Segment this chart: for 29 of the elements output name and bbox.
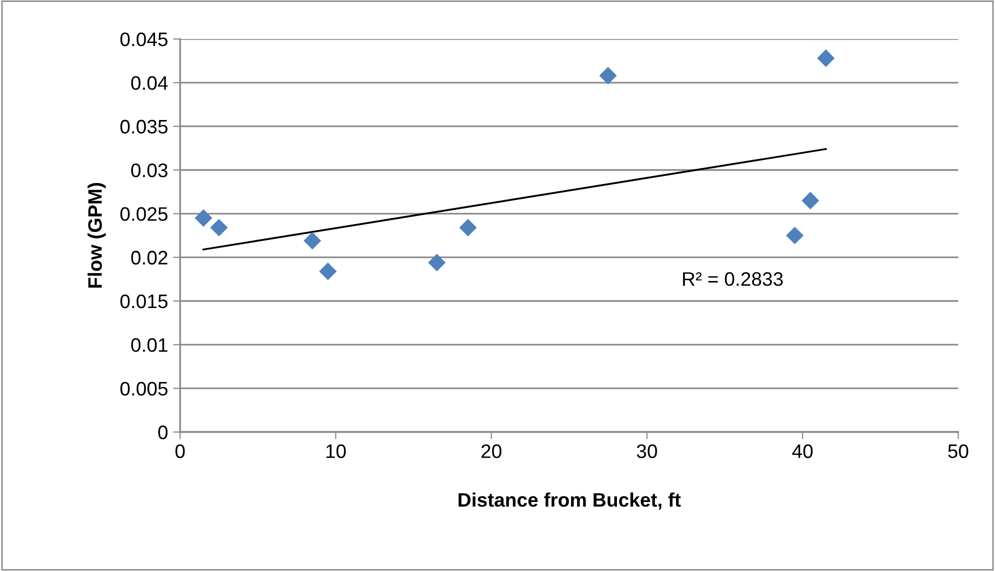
point bbox=[428, 254, 446, 272]
y-axis-title: Flow (GPM) bbox=[88, 183, 106, 288]
x-tick-label: 30 bbox=[636, 444, 658, 458]
y-tick-label: 0.005 bbox=[120, 382, 168, 396]
point bbox=[319, 262, 337, 280]
point bbox=[817, 49, 835, 67]
point bbox=[802, 192, 820, 210]
x-tick-label: 50 bbox=[948, 444, 968, 458]
y-tick-label: 0 bbox=[158, 425, 168, 440]
annotation: R² = 0.2833 bbox=[683, 272, 783, 286]
point bbox=[459, 218, 477, 236]
x-tick-label: 40 bbox=[792, 444, 813, 458]
point bbox=[304, 232, 322, 250]
y-tick-label: 0.04 bbox=[131, 76, 168, 90]
y-tick-label: 0.045 bbox=[120, 32, 168, 46]
y-tick-label: 0.035 bbox=[120, 120, 168, 134]
y-tick-label: 0.01 bbox=[131, 338, 168, 352]
x-tick-label: 0 bbox=[175, 444, 185, 458]
y-tick-label: 0.015 bbox=[120, 294, 168, 308]
y-tick-label: 0.02 bbox=[131, 250, 168, 265]
x-axis-title: Distance from Bucket, ft bbox=[458, 492, 681, 510]
point bbox=[194, 209, 212, 227]
y-tick-label: 0.025 bbox=[120, 207, 168, 221]
point bbox=[599, 66, 617, 84]
x-tick-label: 20 bbox=[481, 444, 502, 458]
x-tick-label: 10 bbox=[326, 444, 346, 458]
point bbox=[786, 226, 804, 244]
y-tick-label: 0.03 bbox=[131, 163, 168, 178]
point bbox=[210, 218, 228, 236]
